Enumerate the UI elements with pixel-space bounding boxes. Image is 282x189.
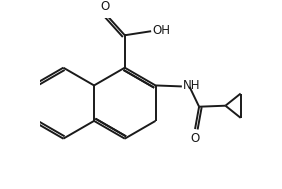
Text: O: O (190, 132, 200, 145)
Text: OH: OH (152, 24, 170, 37)
Text: O: O (100, 0, 109, 13)
Text: NH: NH (183, 79, 201, 92)
